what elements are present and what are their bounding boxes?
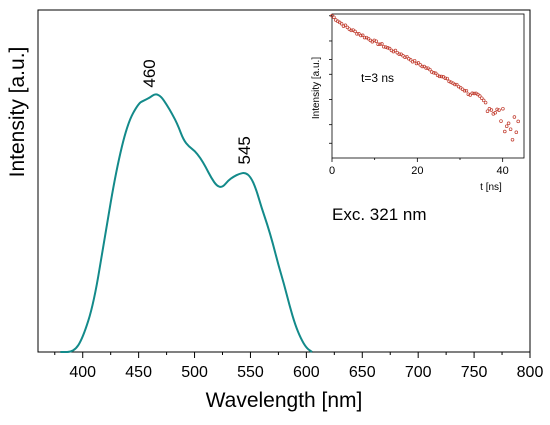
decay-point <box>483 100 488 105</box>
inset-x-tick-label: 20 <box>411 165 423 177</box>
x-tick-label: 800 <box>517 364 544 381</box>
x-tick-label: 450 <box>125 364 152 381</box>
decay-point <box>355 32 359 36</box>
decay-point <box>462 89 467 93</box>
decay-point <box>493 111 497 115</box>
decay-point <box>453 82 457 87</box>
decay-point <box>408 58 413 62</box>
decay-scatter-points <box>330 14 520 142</box>
decay-point <box>339 21 344 26</box>
decay-point <box>508 127 513 131</box>
decay-point <box>516 119 520 124</box>
decay-point <box>403 55 407 59</box>
x-tick-label: 650 <box>349 364 376 381</box>
decay-point <box>345 25 350 30</box>
decay-point <box>382 44 386 49</box>
lifetime-annotation: t=3 ns <box>361 71 394 85</box>
peak-label-460: 460 <box>140 59 159 87</box>
decay-point <box>397 52 401 56</box>
decay-point <box>497 108 501 112</box>
decay-point <box>343 23 348 28</box>
decay-point <box>506 121 511 126</box>
decay-point <box>439 74 444 79</box>
decay-point <box>357 32 361 36</box>
x-tick-label: 750 <box>461 364 488 381</box>
x-tick-label: 700 <box>405 364 432 381</box>
decay-point <box>510 137 515 142</box>
decay-point <box>433 71 438 76</box>
inset-x-axis-title: t [ns] <box>480 182 502 193</box>
x-tick-label: 600 <box>293 364 320 381</box>
decay-point <box>437 74 442 79</box>
inset-x-tick-labels: 0 20 40 <box>329 165 509 177</box>
x-axis-ticks <box>54 352 531 358</box>
decay-point <box>468 93 472 97</box>
inset-x-axis-ticks <box>331 158 504 162</box>
inset-x-tick-label: 0 <box>329 165 335 177</box>
decay-point <box>503 129 507 134</box>
decay-point <box>499 119 503 123</box>
decay-point <box>489 108 494 112</box>
decay-point <box>393 48 398 53</box>
decay-point <box>514 130 519 135</box>
decay-point <box>512 115 517 119</box>
inset-frame <box>331 13 525 159</box>
decay-point <box>478 94 482 98</box>
x-axis-title: Wavelength [nm] <box>206 389 363 412</box>
decay-point <box>362 35 367 40</box>
decay-point <box>385 46 390 50</box>
decay-point <box>481 98 486 103</box>
x-tick-label: 550 <box>237 364 264 381</box>
decay-point <box>349 28 353 33</box>
decay-point <box>359 33 363 38</box>
decay-point <box>428 67 432 72</box>
decay-point <box>495 107 499 112</box>
decay-point <box>432 71 436 75</box>
inset-y-axis-ticks <box>329 15 332 144</box>
decay-point <box>412 58 417 63</box>
inset-x-tick-label: 40 <box>497 165 509 177</box>
decay-point <box>447 79 451 84</box>
decay-point <box>374 39 378 43</box>
decay-point <box>366 36 371 41</box>
decay-point <box>420 64 424 69</box>
decay-point <box>455 82 459 87</box>
decay-point <box>466 92 471 96</box>
decay-point <box>480 96 484 100</box>
y-axis-title: Intensity [a.u.] <box>6 47 29 178</box>
decay-point <box>424 66 428 70</box>
x-tick-label: 500 <box>181 364 208 381</box>
decay-point <box>384 45 388 49</box>
x-axis-tick-labels: 400 450 500 550 600 650 700 750 800 <box>69 364 543 381</box>
decay-point <box>504 124 509 128</box>
decay-point <box>470 91 474 96</box>
decay-point <box>376 42 380 46</box>
decay-point <box>464 88 469 93</box>
excitation-annotation: Exc. 321 nm <box>332 205 427 224</box>
plot-frame <box>37 9 531 353</box>
inset-y-axis-title: Intensity [a.u.] <box>311 57 322 119</box>
decay-point <box>443 76 448 80</box>
decay-point <box>332 15 336 19</box>
decay-point <box>372 38 376 43</box>
decay-point <box>387 46 392 51</box>
decay-point <box>414 61 419 66</box>
decay-point <box>501 106 505 111</box>
decay-point <box>341 24 346 28</box>
decay-point <box>416 61 421 65</box>
decay-point <box>360 33 365 38</box>
decay-point <box>485 109 490 113</box>
x-tick-label: 400 <box>69 364 96 381</box>
decay-point <box>380 42 384 46</box>
decay-point <box>445 76 449 81</box>
decay-point <box>405 54 409 59</box>
emission-spectrum-line <box>60 93 313 353</box>
decay-point <box>430 70 434 74</box>
peak-label-545: 545 <box>235 136 254 164</box>
decay-point <box>353 29 357 34</box>
decay-point <box>472 91 476 96</box>
decay-point <box>378 42 382 47</box>
